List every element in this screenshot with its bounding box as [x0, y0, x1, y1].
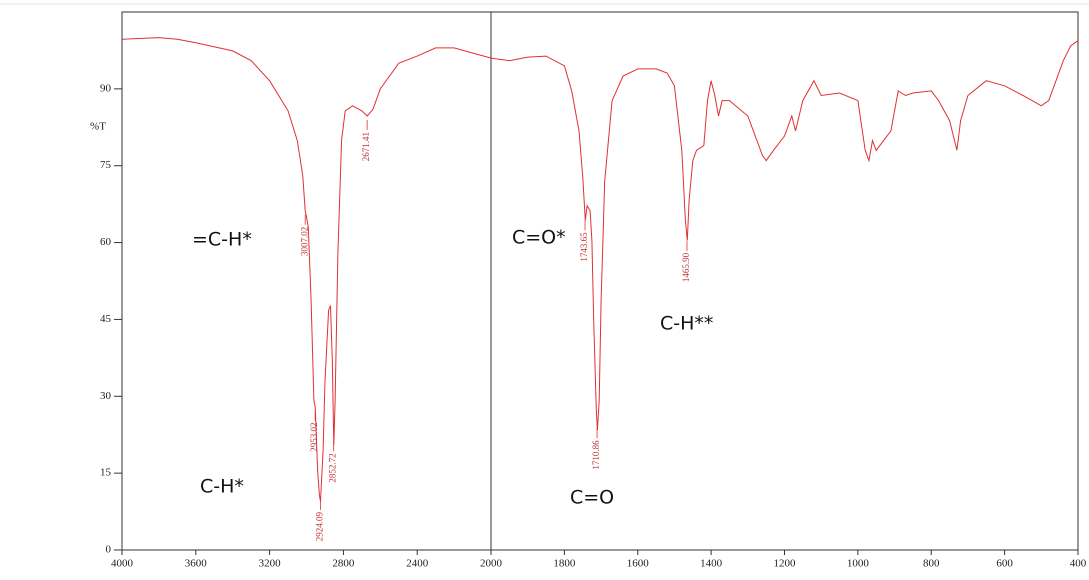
y-tick-label: 45 [100, 313, 112, 325]
peak-label: 1710.86 [591, 440, 601, 470]
y-tick-label: 60 [100, 236, 112, 248]
peak-label: 2671.41 [361, 132, 371, 161]
y-tick-label: 15 [100, 467, 112, 479]
x-tick-label: 3200 [259, 558, 282, 570]
annotation: C-H** [660, 313, 713, 335]
peak-label: 1743.65 [579, 232, 589, 262]
y-tick-label: 75 [100, 159, 112, 171]
y-axis-label: %T [90, 121, 106, 133]
x-tick-label: 1000 [847, 558, 870, 570]
annotation: C=O [570, 487, 614, 509]
peak-label: 3007.02 [299, 227, 309, 256]
x-tick-label: 1600 [627, 558, 650, 570]
peak-label: 2852.72 [328, 453, 338, 482]
x-tick-label: 3600 [185, 558, 208, 570]
peak-label: 2924.09 [315, 512, 325, 542]
y-tick-label: 90 [100, 82, 112, 94]
plot-frame [121, 11, 1079, 551]
x-tick-label: 2000 [480, 558, 503, 570]
x-tick-label: 4000 [111, 558, 134, 570]
spectrum-line [121, 37, 1079, 502]
annotation: C-H* [200, 476, 244, 498]
x-tick-label: 1400 [700, 558, 723, 570]
peak-label: 2953.02 [309, 423, 319, 452]
x-tick-label: 1800 [553, 558, 576, 570]
y-tick-label: 0 [106, 544, 112, 556]
peak-label: 1465.90 [681, 252, 691, 282]
y-tick-label: 30 [100, 390, 112, 402]
x-tick-label: 2800 [332, 558, 355, 570]
x-tick-label: 600 [996, 558, 1013, 570]
x-tick-label: 800 [923, 558, 940, 570]
annotation: =C-H* [192, 229, 252, 251]
annotation: C=O* [512, 227, 566, 249]
x-tick-label: 2400 [406, 558, 429, 570]
x-tick-label: 1200 [774, 558, 797, 570]
x-tick-label: 400 [1070, 558, 1087, 570]
